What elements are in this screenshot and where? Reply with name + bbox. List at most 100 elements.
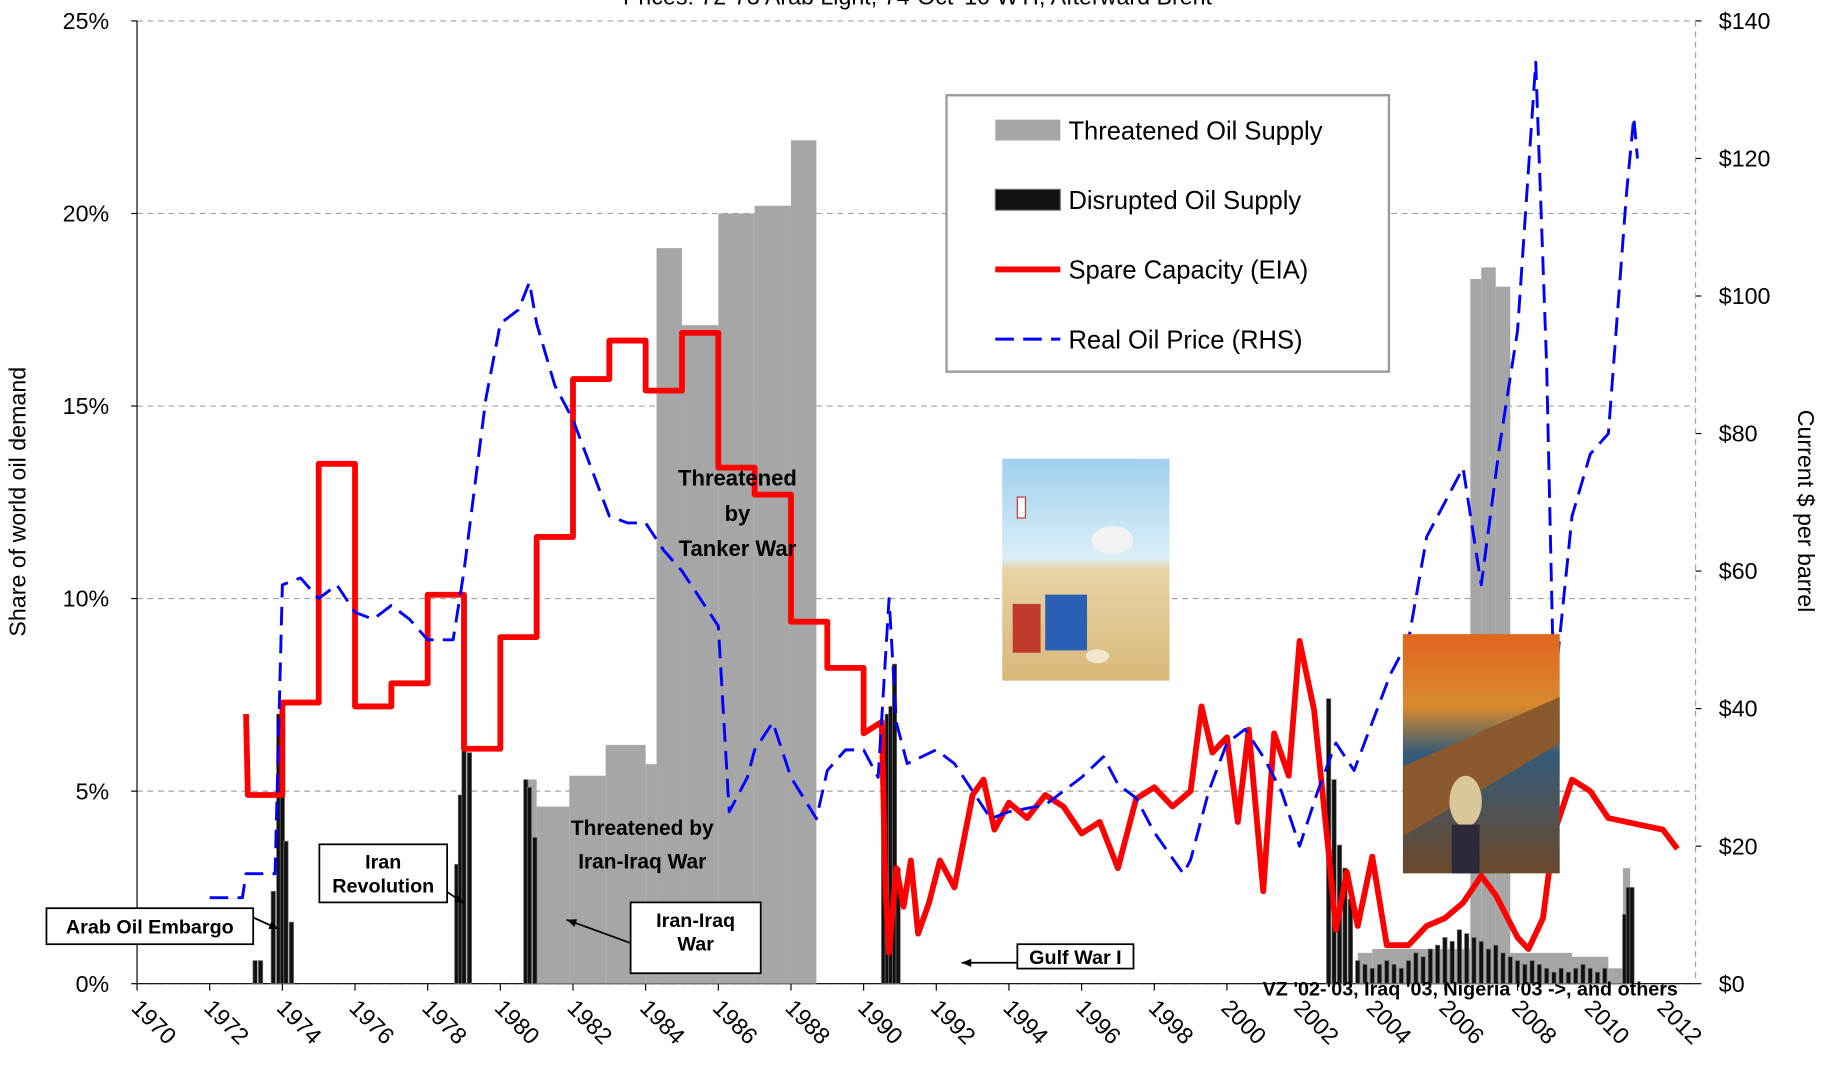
x-tick-label: 2000 [1216, 994, 1271, 1049]
annotation-box [45, 907, 255, 946]
y-tick-label: 20% [63, 201, 109, 227]
disrupted-bar [288, 921, 294, 985]
disrupted-bar [1362, 964, 1368, 985]
annotation-text: Revolution [332, 875, 434, 897]
x-tick-label: 1998 [1144, 994, 1199, 1049]
threatened-bar [754, 205, 791, 984]
disrupted-bar [1427, 948, 1433, 985]
disrupted-bar [1471, 937, 1477, 985]
threatened-bar [536, 806, 570, 984]
disrupted-bar [1413, 952, 1419, 985]
disrupted-bar [1565, 971, 1571, 985]
annotation-text: by [725, 501, 751, 526]
disrupted-bar [1355, 960, 1361, 985]
y2-tick-label: $40 [1719, 696, 1758, 722]
legend-swatch [994, 188, 1061, 211]
disrupted-bar [1478, 940, 1484, 985]
disrupted-bar [1398, 967, 1404, 985]
disrupted-bar [283, 840, 289, 985]
y2-axis-label: Current $ per barrel [1793, 410, 1819, 613]
disrupted-bar [1456, 929, 1462, 985]
annotation-text: VZ '02-'03, Iraq '03, Nigeria '03 ->, an… [1263, 978, 1678, 1000]
chart-title: Prices: 72-73 Arab Light, 74-Oct '10 WTI… [623, 0, 1213, 10]
y-tick-label: 5% [76, 778, 110, 804]
y-tick-label: 25% [63, 8, 109, 34]
disrupted-bar [1602, 967, 1608, 985]
y2-tick-label: $140 [1719, 8, 1771, 34]
x-tick-label: 1970 [127, 994, 182, 1049]
legend-swatch [995, 119, 1061, 141]
legend-box [945, 94, 1391, 373]
disrupted-bar [1420, 956, 1426, 985]
y-tick-label: 10% [63, 586, 109, 612]
disrupted-bar [891, 663, 898, 985]
x-tick-label: 1988 [780, 994, 835, 1049]
disrupted-bar [1449, 940, 1455, 985]
annotation-text: Iran-Iraq [656, 910, 735, 932]
threatened-bar [790, 140, 817, 984]
legend-label: Threatened Oil Supply [1068, 117, 1322, 145]
disrupted-bar [1406, 960, 1412, 985]
disrupted-bar [1580, 964, 1586, 985]
disrupted-bar [1464, 933, 1470, 985]
disrupted-bar [1507, 956, 1513, 985]
disrupted-bar [1544, 967, 1550, 985]
y-tick-label: 15% [63, 393, 109, 419]
spare-capacity-line [243, 329, 1680, 956]
disrupted-bar [1369, 967, 1375, 985]
disrupted-bar [1342, 867, 1348, 985]
disrupted-bar [252, 960, 258, 985]
arrow-head [961, 958, 972, 967]
annotation-text: Arab Oil Embargo [66, 917, 234, 939]
x-tick-label: 1978 [417, 994, 472, 1049]
disrupted-bar [1536, 964, 1542, 985]
annotation-text: Threatened [678, 465, 797, 490]
threatened-bar [681, 325, 719, 984]
disrupted-bar [270, 890, 276, 985]
x-tick-label: 1972 [199, 994, 254, 1049]
x-tick-label: 2004 [1362, 994, 1417, 1049]
threatened-bar [569, 775, 606, 984]
legend-label: Spare Capacity (EIA) [1068, 257, 1308, 285]
annotation-text: Iran [365, 852, 401, 874]
disrupted-bar [1522, 964, 1528, 985]
y2-tick-label: $80 [1719, 421, 1758, 447]
x-tick-label: 1990 [853, 994, 908, 1049]
disrupted-bar [1587, 967, 1593, 985]
scream-picture [1402, 634, 1560, 874]
annotation-text: Iran-Iraq War [578, 850, 706, 873]
y-tick-label: 0% [76, 971, 110, 997]
disrupted-bar [1391, 964, 1397, 985]
y2-tick-label: $100 [1719, 283, 1771, 309]
x-tick-label: 1982 [562, 994, 617, 1049]
threatened-bar [1608, 968, 1623, 984]
disrupted-bar [1515, 960, 1521, 985]
annotation-text: Gulf War I [1029, 947, 1121, 969]
threatened-bar [1470, 278, 1482, 984]
beach-picture [1002, 458, 1170, 681]
annotation-box [1016, 943, 1135, 970]
legend-label: Real Oil Price (RHS) [1068, 326, 1302, 354]
annotation-box [318, 843, 448, 904]
y2-tick-label: $20 [1719, 833, 1758, 859]
annotation-text: Threatened by [571, 817, 714, 840]
disrupted-bar [1376, 964, 1383, 985]
disrupted-bar [1594, 971, 1601, 985]
arrow-head [268, 921, 279, 930]
x-tick-label: 2010 [1580, 994, 1635, 1049]
x-tick-label: 1980 [490, 994, 545, 1049]
x-tick-label: 1986 [708, 994, 763, 1049]
x-tick-label: 1976 [345, 994, 400, 1049]
x-tick-label: 2002 [1289, 994, 1344, 1049]
threatened-bar [718, 213, 755, 984]
annotation-arrow [566, 918, 631, 944]
x-tick-label: 1984 [635, 994, 690, 1049]
disrupted-bar [1629, 887, 1635, 985]
annotation-text: War [677, 933, 714, 955]
threatened-bar [645, 764, 657, 984]
disrupted-bar [1573, 967, 1579, 985]
disrupted-bar [1493, 944, 1499, 985]
